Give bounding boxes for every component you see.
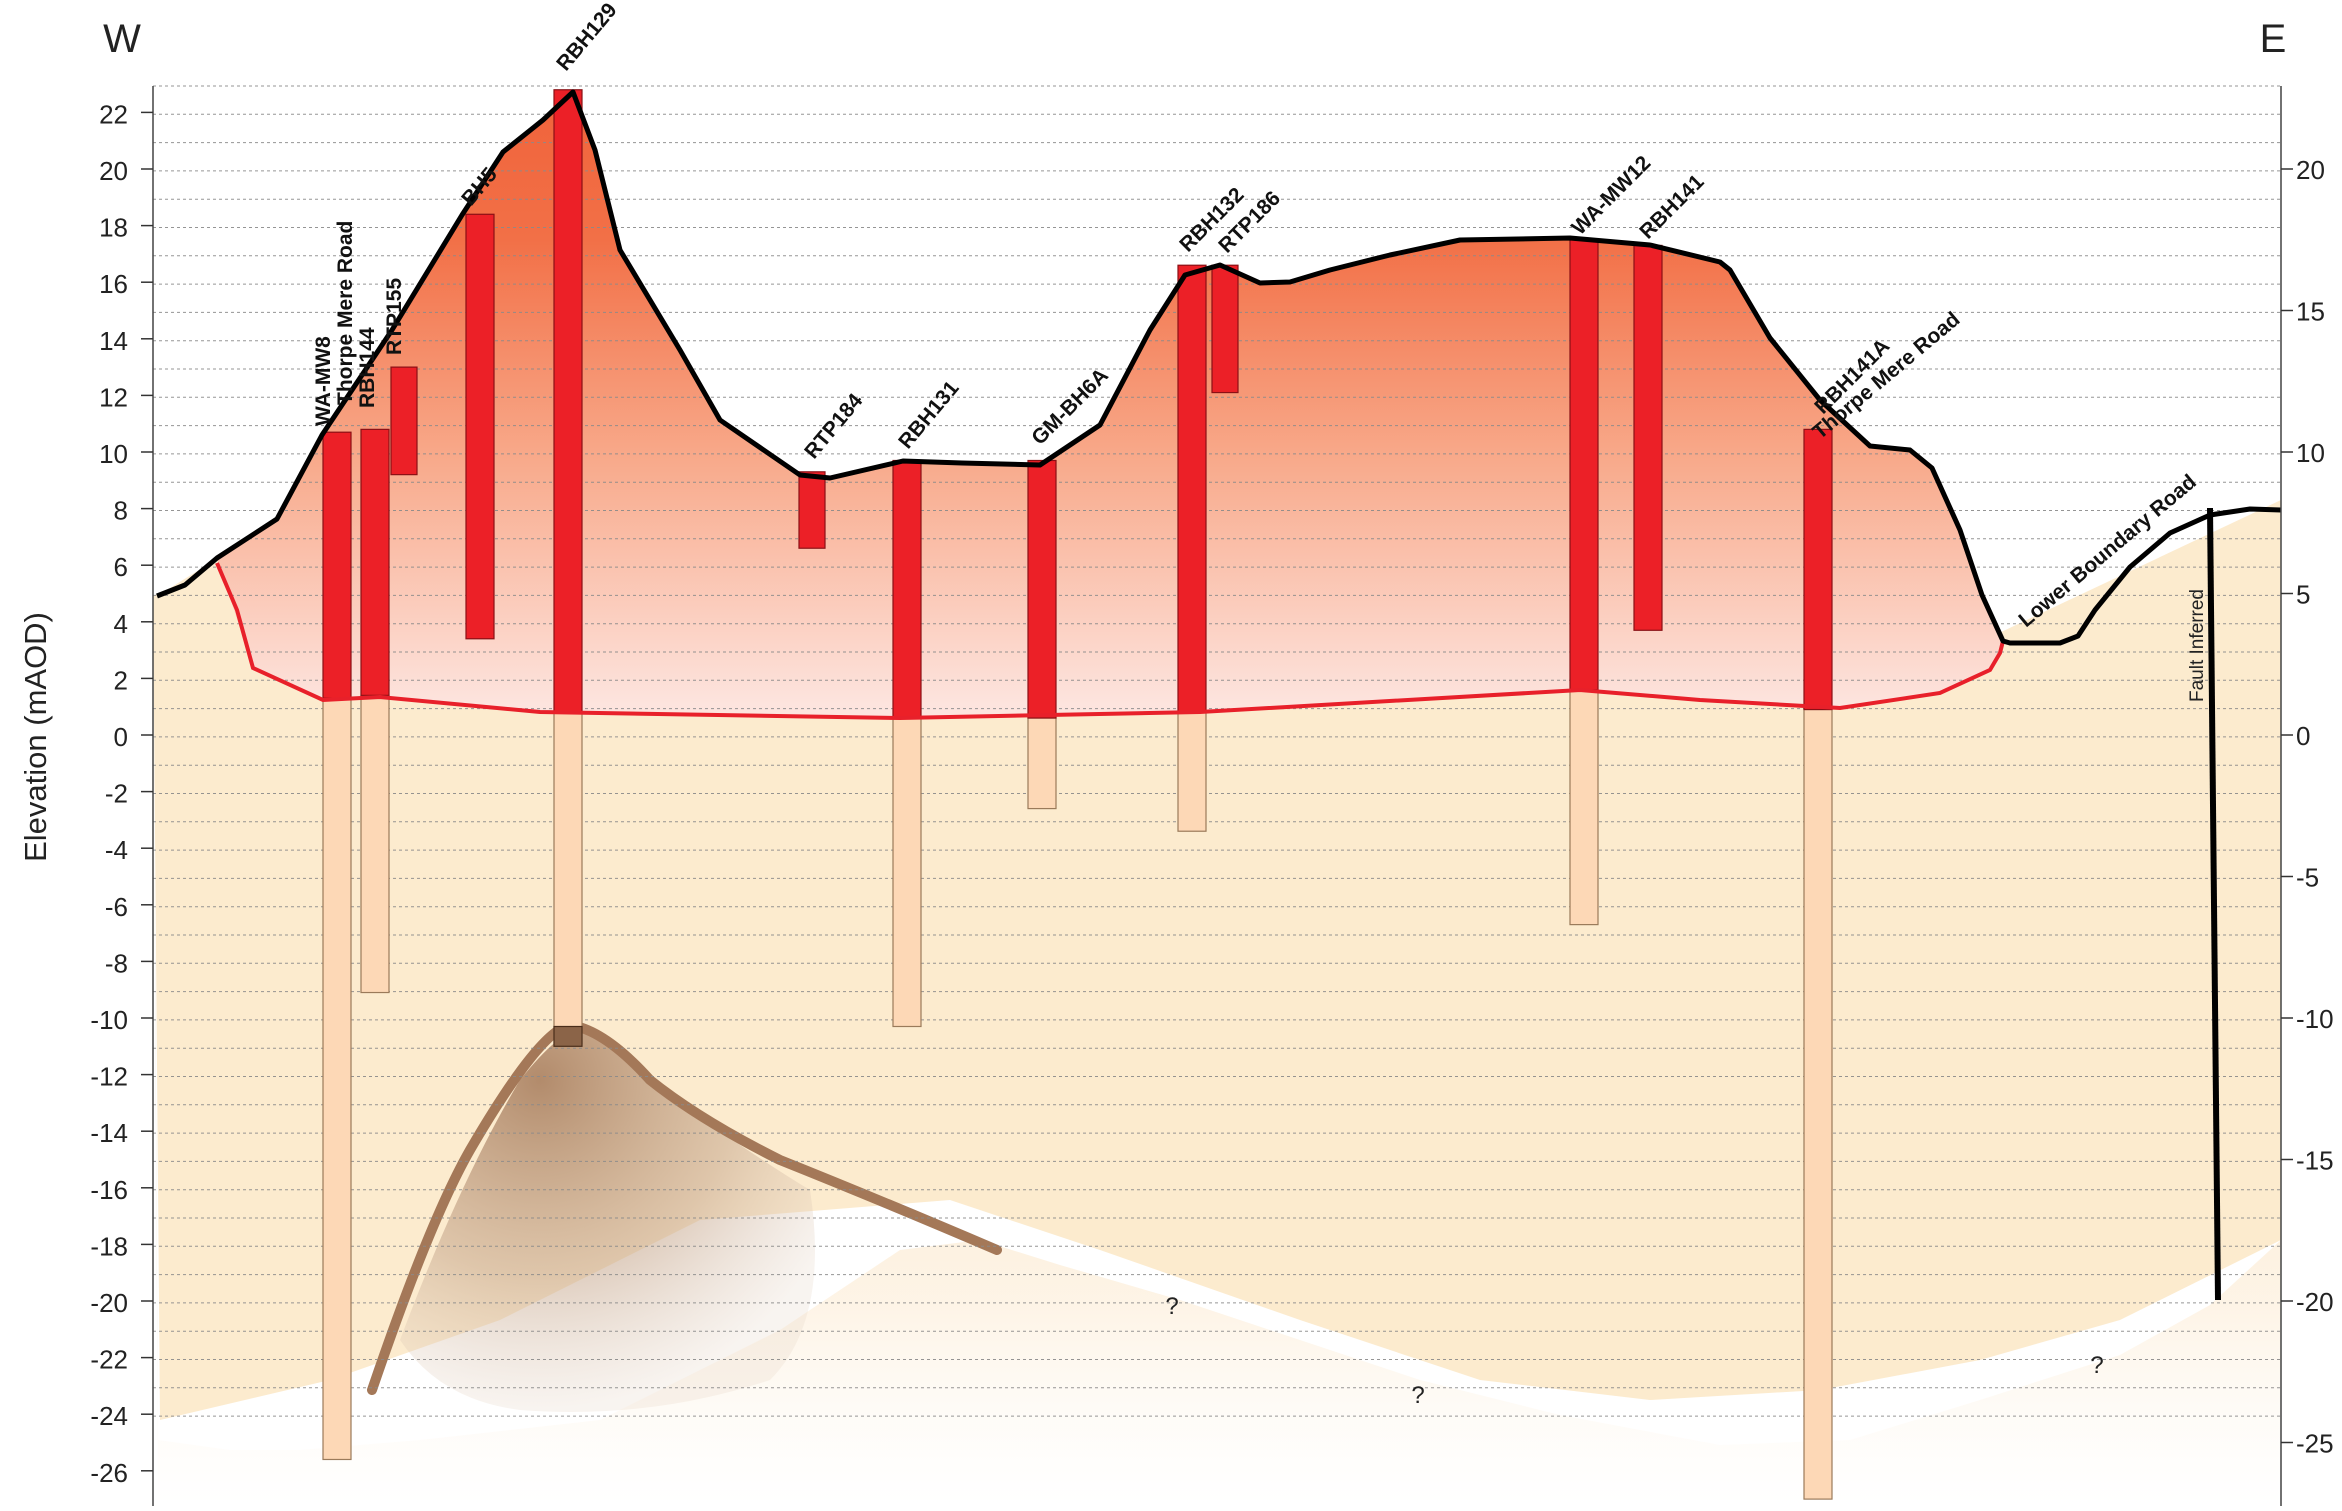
borehole-made-ground-segment xyxy=(465,213,495,640)
borehole-bh5 xyxy=(465,213,495,640)
uncertain-mark: ? xyxy=(1411,1382,1424,1409)
borehole-made-ground-segment xyxy=(1027,459,1057,719)
borehole-rbh131 xyxy=(892,459,922,1028)
boreholes xyxy=(322,89,1833,1500)
borehole-rbh129 xyxy=(553,89,583,1047)
buried-layer-line xyxy=(367,1019,1002,1395)
borehole-natural-segment xyxy=(1803,708,1833,1500)
borehole-rbh141a xyxy=(1803,428,1833,1500)
left-axis-tick-label: 4 xyxy=(114,609,128,639)
right-axis-tick-label: -10 xyxy=(2296,1004,2334,1034)
borehole-label-rbh131: RBH131 xyxy=(894,376,964,453)
borehole-made-ground-segment xyxy=(798,471,826,549)
borehole-wa-mw8 xyxy=(322,431,352,1461)
fault-inferred-label: Fault Inferred xyxy=(2187,589,2208,702)
borehole-wa-mw12 xyxy=(1569,239,1599,926)
right-axis-tick-label: -15 xyxy=(2296,1146,2334,1176)
left-axis-tick-label: 6 xyxy=(114,552,128,582)
left-axis-tick-label: 22 xyxy=(99,99,128,129)
left-axis-tick-label: 20 xyxy=(99,156,128,186)
borehole-made-ground-segment xyxy=(892,459,922,719)
left-axis-tick-label: -12 xyxy=(90,1062,128,1092)
borehole-natural-segment xyxy=(322,697,352,1461)
left-axis-tick-label: 12 xyxy=(99,382,128,412)
east-label: E xyxy=(2260,17,2287,61)
left-axis-tick-label: -2 xyxy=(105,779,128,809)
ground-surface-line xyxy=(156,89,2282,646)
elevation-axes: 2220181614121086420-2-4-6-8-10-12-14-16-… xyxy=(90,86,2334,1506)
road-label-thorpe-mere-east: Thorpe Mere Road xyxy=(1808,308,1964,444)
y-axis-title: Elevation (mAOD) xyxy=(18,612,53,862)
left-axis-tick-label: 8 xyxy=(114,496,128,526)
right-axis-tick-label: 5 xyxy=(2296,580,2310,610)
fault-line xyxy=(2207,507,2221,1301)
borehole-rtp184 xyxy=(798,471,826,549)
made-ground-zone xyxy=(217,92,2003,718)
left-axis-tick-label: -26 xyxy=(90,1458,128,1488)
west-label: W xyxy=(103,17,141,61)
borehole-made-ground-segment xyxy=(360,428,390,696)
borehole-natural-segment xyxy=(553,711,583,1045)
left-axis-tick-label: -10 xyxy=(90,1005,128,1035)
borehole-made-ground-segment xyxy=(1569,239,1599,691)
uncertain-mark: ? xyxy=(1165,1293,1178,1320)
left-axis-tick-label: 16 xyxy=(99,269,128,299)
borehole-label-rbh144: RBH144 xyxy=(356,327,379,408)
borehole-rtp155 xyxy=(390,366,418,476)
left-axis-tick-label: 0 xyxy=(114,722,128,752)
borehole-made-ground-segment xyxy=(1177,264,1207,713)
uncertain-mark: ? xyxy=(2090,1352,2103,1379)
borehole-rbh132 xyxy=(1177,264,1207,832)
made-ground-fill xyxy=(217,92,2003,718)
left-axis-tick-label: -14 xyxy=(90,1118,128,1148)
right-axis-tick-label: -20 xyxy=(2296,1287,2334,1317)
left-axis-tick-label: 2 xyxy=(114,665,128,695)
left-axis-tick-label: -6 xyxy=(105,892,128,922)
borehole-made-ground-segment xyxy=(553,89,583,713)
borehole-natural-segment xyxy=(1027,717,1057,810)
borehole-natural-segment xyxy=(1569,689,1599,926)
borehole-natural-segment xyxy=(360,694,390,994)
left-axis-tick-label: -22 xyxy=(90,1345,128,1375)
borehole-rbh144 xyxy=(360,428,390,994)
borehole-made-ground-segment xyxy=(1803,428,1833,711)
borehole-made-ground-segment xyxy=(390,366,418,476)
made-ground-base-line xyxy=(215,562,2005,721)
left-axis-tick-label: 10 xyxy=(99,439,128,469)
borehole-natural-segment xyxy=(1177,711,1207,832)
right-axis-tick-label: -25 xyxy=(2296,1429,2334,1459)
borehole-label-rtp184: RTP184 xyxy=(800,389,867,463)
ground-surface-lines xyxy=(156,89,2282,1301)
borehole-label-wa-mw8: WA-MW8 xyxy=(312,336,335,426)
right-axis-tick-label: 15 xyxy=(2296,297,2325,327)
borehole-made-ground-segment xyxy=(1633,244,1663,631)
left-axis-tick-label: -16 xyxy=(90,1175,128,1205)
left-axis-tick-label: -24 xyxy=(90,1401,128,1431)
borehole-label-rtp155: RTP155 xyxy=(383,278,406,355)
borehole-rtp186 xyxy=(1211,264,1239,394)
borehole-made-ground-segment xyxy=(322,431,352,699)
left-axis-tick-label: -8 xyxy=(105,948,128,978)
borehole-made-ground-segment xyxy=(1211,264,1239,394)
natural-deposit-fill xyxy=(153,596,2281,1506)
buried-layer xyxy=(367,1019,1002,1412)
left-axis-tick-label: -4 xyxy=(105,835,128,865)
borehole-natural-segment xyxy=(892,717,922,1028)
right-axis-tick-label: -5 xyxy=(2296,863,2319,893)
left-axis-tick-label: -20 xyxy=(90,1288,128,1318)
right-axis-tick-label: 20 xyxy=(2296,155,2325,185)
right-axis-tick-label: 10 xyxy=(2296,438,2325,468)
left-axis-tick-label: 14 xyxy=(99,326,128,356)
left-axis-tick-label: -18 xyxy=(90,1231,128,1261)
right-axis-tick-label: 0 xyxy=(2296,721,2310,751)
borehole-rbh141 xyxy=(1633,244,1663,631)
borehole-label-rbh129: RBH129 xyxy=(552,0,621,75)
borehole-label-rbh141: RBH141 xyxy=(1635,170,1708,243)
road-label-thorpe-mere-west: Thorpe Mere Road xyxy=(334,221,357,405)
borehole-gm-bh6a xyxy=(1027,459,1057,810)
borehole-buried-layer-segment xyxy=(553,1025,583,1047)
left-axis-tick-label: 18 xyxy=(99,213,128,243)
